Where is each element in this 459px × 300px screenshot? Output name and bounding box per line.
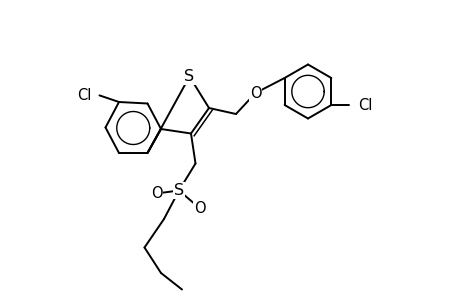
Text: Cl: Cl xyxy=(77,88,91,103)
Text: S: S xyxy=(184,69,194,84)
Text: O: O xyxy=(249,85,261,100)
Text: S: S xyxy=(174,183,184,198)
Text: Cl: Cl xyxy=(357,98,371,112)
Text: O: O xyxy=(194,201,205,216)
Text: O: O xyxy=(151,186,162,201)
